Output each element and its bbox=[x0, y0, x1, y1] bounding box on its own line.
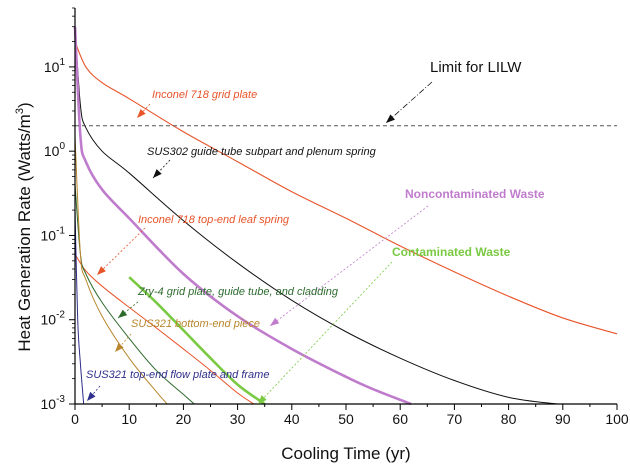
y-axis-label: Heat Generation Rate (Watts/m3) bbox=[14, 102, 34, 351]
y-tick-base: 10 bbox=[44, 59, 60, 75]
y-tick-label: 10-3 bbox=[41, 394, 66, 412]
annotation-limit: Limit for LILW bbox=[430, 59, 522, 76]
annotation-noncontaminated: Noncontaminated Waste bbox=[405, 187, 545, 201]
y-tick-base: 10 bbox=[44, 143, 60, 159]
y-axis-label-sup: 3 bbox=[14, 108, 26, 114]
annotation-inconel-leaf-arrowhead bbox=[97, 266, 106, 275]
annotation-sus302: SUS302 guide tube subpart and plenum spr… bbox=[147, 146, 377, 158]
annotation-inconel-leaf: Inconel 718 top-end leaf spring bbox=[138, 214, 290, 226]
series-line-1 bbox=[74, 26, 558, 405]
annotation-inconel-grid-leader bbox=[136, 103, 151, 119]
y-tick-label: 10-1 bbox=[41, 225, 66, 243]
x-tick-label: 50 bbox=[338, 411, 354, 427]
annotation-zry4-arrowhead bbox=[118, 309, 128, 318]
axis-layer bbox=[69, 7, 618, 410]
annotation-inconel-grid: Inconel 718 grid plate bbox=[152, 89, 257, 101]
y-tick-base: 10 bbox=[41, 227, 57, 243]
series-line-2 bbox=[73, 26, 412, 406]
y-tick-label: 100 bbox=[44, 141, 66, 159]
annotation-noncontaminated-leader bbox=[269, 205, 429, 327]
annotation-sus321-top-arrowhead bbox=[87, 391, 96, 401]
annotation-inconel-leaf-leader bbox=[96, 227, 146, 276]
y-tick-exp: -3 bbox=[56, 394, 65, 405]
annotation-zry4: Zry-4 grid plate, guide tube, and claddi… bbox=[137, 286, 339, 298]
annotation-contaminated-leader bbox=[257, 261, 393, 405]
x-tick-label: 70 bbox=[447, 411, 463, 427]
x-tick-label: 90 bbox=[555, 411, 571, 427]
x-tick-label: 10 bbox=[121, 411, 137, 427]
series-line-6 bbox=[74, 136, 168, 405]
series-line-0 bbox=[74, 41, 618, 335]
annotation-layer: Limit for LILW Inconel 718 grid plate SUS3… bbox=[86, 59, 545, 405]
y-tick-exp: -1 bbox=[56, 225, 65, 236]
x-tick-label: 60 bbox=[392, 411, 408, 427]
series-line-3 bbox=[74, 253, 255, 405]
x-tick-label: 80 bbox=[501, 411, 517, 427]
x-tick-label: 0 bbox=[71, 411, 79, 427]
x-axis-label: Cooling Time (yr) bbox=[281, 444, 410, 463]
annotation-limit-leader bbox=[385, 81, 433, 124]
y-axis-label-close: ) bbox=[15, 102, 34, 108]
annotation-sus321-bottom-arrowhead bbox=[115, 342, 124, 352]
y-tick-base: 10 bbox=[41, 312, 57, 328]
y-tick-exp: 1 bbox=[59, 57, 65, 68]
series-line-4 bbox=[128, 276, 266, 406]
series-layer bbox=[73, 26, 618, 406]
annotation-inconel-grid-arrowhead bbox=[137, 109, 146, 118]
x-tick-label: 30 bbox=[230, 411, 246, 427]
x-tick-label: 40 bbox=[284, 411, 300, 427]
y-tick-base: 10 bbox=[41, 396, 57, 412]
annotation-limit-arrowhead bbox=[386, 114, 395, 123]
annotation-noncontaminated-arrowhead bbox=[270, 317, 280, 326]
y-tick-exp: -2 bbox=[56, 310, 65, 321]
annotation-sus302-arrowhead bbox=[153, 169, 162, 178]
annotation-sus321-top: SUS321 top-end flow plate and frame bbox=[86, 369, 269, 381]
y-axis-label-main: Heat Generation Rate (Watts/m bbox=[15, 114, 34, 351]
y-tick-label: 101 bbox=[44, 57, 66, 75]
series-line-7 bbox=[74, 210, 85, 405]
annotation-contaminated: Contaminated Waste bbox=[392, 245, 511, 259]
annotation-sus321-bottom: SUS321 bottom-end piece bbox=[131, 318, 260, 330]
annotation-contaminated-arrowhead bbox=[258, 395, 267, 404]
x-tick-label: 100 bbox=[605, 411, 629, 427]
y-tick-exp: 0 bbox=[59, 141, 65, 152]
y-tick-label: 10-2 bbox=[41, 310, 66, 328]
x-tick-label: 20 bbox=[176, 411, 192, 427]
